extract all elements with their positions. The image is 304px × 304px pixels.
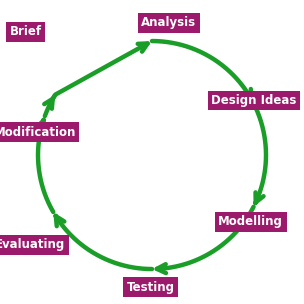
Text: Brief: Brief xyxy=(10,26,42,38)
Text: Modelling: Modelling xyxy=(218,216,283,228)
Text: Evaluating: Evaluating xyxy=(0,238,66,251)
Text: Testing: Testing xyxy=(126,281,174,294)
Text: Analysis: Analysis xyxy=(141,16,196,29)
Text: Design Ideas: Design Ideas xyxy=(211,94,296,107)
Text: Modification: Modification xyxy=(0,126,76,139)
